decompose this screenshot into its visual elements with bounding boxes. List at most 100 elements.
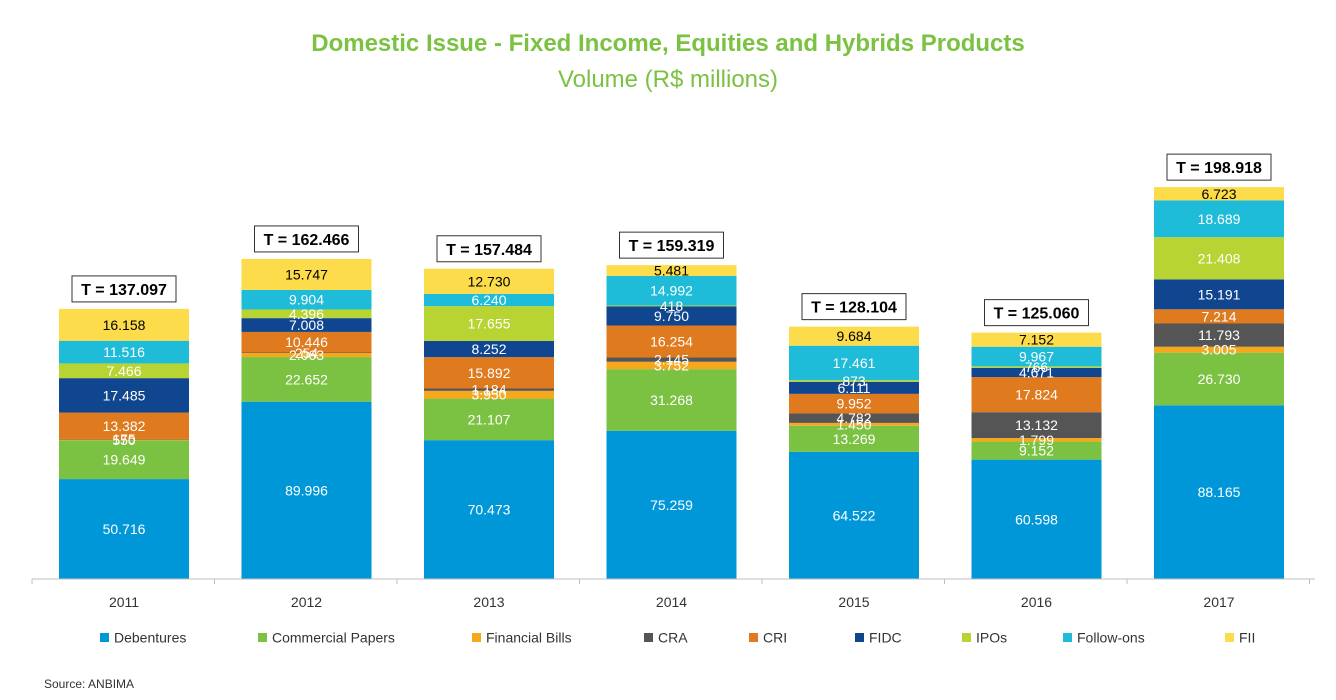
data-label-follow-ons-2013: 6.240 [471,292,506,308]
data-label-commercial-papers-2012: 22.652 [285,371,328,387]
chart-subtitle: Volume (R$ millions) [557,66,779,93]
bar-debentures-2012 [241,401,372,579]
total-label-2013: T = 157.484 [446,242,532,259]
data-label-fii-2014: 5.481 [654,263,689,279]
x-axis-ticks [31,579,1310,584]
total-frame-2017 [1166,153,1272,181]
legend-swatch-financial-bills [472,632,481,642]
legend-swatch-fidc [855,632,864,642]
x-tick-label-2015: 2015 [838,594,869,610]
x-axis-labels: 2011 2012 2013 2014 2015 2016 2017 [109,594,1235,610]
bar-ipos-2013 [424,306,554,341]
bar-fidc-2016 [971,367,1102,378]
bar-financial-bills-2012 [241,353,372,358]
total-box-2014: T = 159.319 [619,231,724,259]
total-label-2012: T = 162.466 [264,232,350,249]
bar-fii-2017 [1154,187,1284,201]
data-label-follow-ons-2011: 11.516 [103,344,145,360]
x-tick-label-2016: 2016 [1021,594,1052,610]
data-label-commercial-papers-2016: 9.152 [1019,443,1054,459]
data-label-ipos-2017: 21.408 [1198,250,1241,266]
total-box-2015: T = 128.104 [801,293,907,321]
data-label-financial-bills-2016: 1.799 [1019,432,1054,448]
data-label-follow-ons-2016: 9.967 [1019,349,1054,365]
data-label-follow-ons-2015: 17.461 [833,355,876,371]
legend-label-fii: FII [1239,629,1256,646]
data-label-commercial-papers-2015: 13.269 [833,431,876,447]
source-note: Source: ANBIMA [44,677,135,691]
data-label-commercial-papers-2014: 31.268 [650,392,693,408]
total-box-2016: T = 125.060 [984,299,1089,327]
legend-item-fidc: FIDC [855,628,902,645]
bar-ipos-2014 [606,305,737,307]
bar-cri-2014 [606,325,737,358]
bar-commercial-papers-2013 [424,398,554,441]
bar-cri-2013 [424,357,554,389]
bar-follow-ons-2014 [606,275,737,306]
data-label-follow-ons-2017: 18.689 [1198,211,1241,227]
legend-label-cra: CRA [658,629,688,646]
bar-fidc-2013 [424,340,554,358]
bar-commercial-papers-2015 [789,425,919,452]
data-label-ipos-2014: 418 [660,298,684,314]
data-label-ipos-2011: 7.466 [106,363,141,379]
data-label-fii-2017: 6.723 [1201,186,1236,202]
legend-swatch-cra [644,632,653,642]
data-label-debentures-2014: 75.259 [650,497,693,513]
bar-fii-2012 [241,258,372,290]
legend-label-follow-ons: Follow-ons [1077,629,1145,646]
data-label-cri-2015: 9.952 [836,396,871,412]
data-label-follow-ons-2012: 9.904 [289,292,324,308]
bar-debentures-2011 [59,479,189,579]
data-label-fidc-2012: 7.008 [289,317,324,333]
legend-item-cra: CRA [644,628,688,645]
bar-fii-2013 [424,268,554,294]
bar-financial-bills-2011 [59,439,189,441]
bar-ipos-2015 [789,380,919,382]
data-label-fii-2016: 7.152 [1019,332,1054,348]
bar-cri-2015 [789,393,919,414]
data-label-fidc-2011: 17.485 [103,387,146,403]
data-label-fidc-2016: 4.671 [1019,364,1054,380]
data-label-commercial-papers-2013: 21.107 [468,411,511,427]
legend-label-debentures: Debentures [114,629,187,646]
bar-debentures-2015 [789,451,919,579]
data-label-financial-bills-2015: 1.450 [836,416,871,432]
legend-item-fii: FII [1225,628,1255,645]
legend-swatch-fii [1225,632,1234,642]
bar-ipos-2011 [59,363,189,379]
bar-debentures-2017 [1154,405,1284,579]
data-label-fii-2015: 9.684 [836,328,871,344]
data-label-ipos-2012: 4.396 [289,306,324,322]
data-label-debentures-2015: 64.522 [833,507,876,523]
bar-fii-2016 [971,332,1102,347]
data-label-debentures-2017: 88.165 [1198,484,1241,500]
bar-cra-2016 [971,412,1102,439]
data-label-ipos-2015: 873 [842,373,866,389]
chart-title: Domestic Issue - Fixed Income, Equities … [311,30,1025,57]
bar-ipos-2012 [241,309,372,319]
x-tick-label-2012: 2012 [291,594,322,610]
x-tick-label-2013: 2013 [473,594,504,610]
bar-debentures-2016 [971,459,1102,579]
data-label-cri-2011: 13.382 [103,418,146,434]
data-label-cri-2012: 10.446 [285,334,328,350]
bar-cri-2011 [59,412,189,439]
total-frame-2013 [436,235,542,263]
bar-cri-2012 [241,331,372,353]
bar-commercial-papers-2016 [971,441,1102,460]
legend-swatch-ipos [962,632,971,642]
bar-financial-bills-2016 [971,438,1102,442]
legend-item-financial-bills: Financial Bills [472,628,572,645]
total-label-2015: T = 128.104 [811,300,897,317]
legend-label-ipos: IPOs [976,629,1008,646]
bar-follow-ons-2016 [971,346,1102,367]
data-label-ipos-2013: 17.655 [468,316,511,332]
bar-commercial-papers-2014 [606,369,737,431]
x-tick-label-2017: 2017 [1203,594,1234,610]
total-frame-2015 [801,293,907,321]
bar-fidc-2017 [1154,279,1284,310]
data-label-cri-2016: 17.824 [1015,387,1058,403]
bar-commercial-papers-2012 [241,357,372,402]
legend-swatch-follow-ons [1063,632,1072,642]
